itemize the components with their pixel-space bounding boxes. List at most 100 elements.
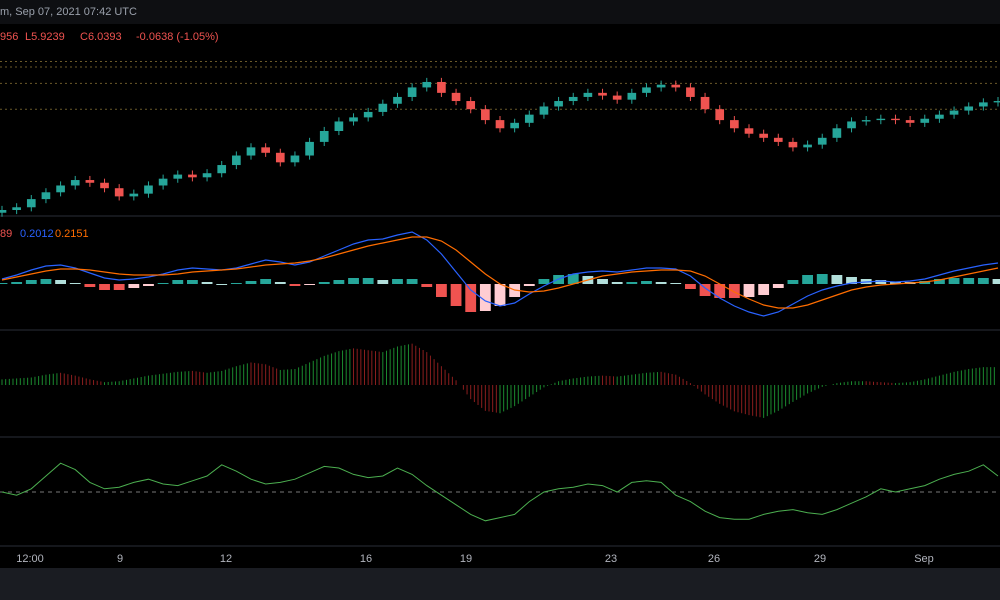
candle-body	[144, 185, 153, 194]
ohlc-close: C6.0393	[80, 31, 122, 43]
candle-body	[232, 155, 241, 166]
candle-body	[876, 118, 886, 121]
candle-body	[612, 95, 622, 100]
macd-histogram-bar	[128, 284, 140, 288]
macd-histogram-bar	[758, 284, 770, 295]
macd-histogram-bar	[260, 279, 272, 284]
macd-histogram-bar	[802, 275, 814, 284]
bottom-toolbar	[0, 568, 1000, 600]
macd-signal-value: 0.2012	[20, 228, 54, 240]
candle-body	[715, 109, 725, 121]
macd-histogram-bar	[25, 280, 37, 284]
chart-header: m, Sep 07, 2021 07:42 UTC	[0, 0, 1000, 24]
macd-histogram-bar	[846, 277, 857, 284]
macd-histogram-bar	[890, 282, 901, 284]
candle-body	[964, 106, 974, 111]
candle-body	[495, 120, 505, 129]
candle-body	[275, 152, 285, 163]
candle-body	[422, 81, 432, 88]
candle-body	[246, 147, 256, 156]
macd-histogram-bar	[948, 278, 960, 284]
macd-histogram-bar	[479, 284, 491, 311]
candle-body	[41, 192, 51, 200]
candle-body	[847, 121, 856, 129]
macd-histogram-bar	[597, 279, 608, 284]
macd-histogram-bar	[348, 278, 359, 284]
macd-histogram-bar	[289, 284, 301, 286]
macd-histogram-bar	[992, 279, 1000, 284]
candle-body	[524, 114, 534, 123]
macd-histogram-bar	[40, 279, 52, 284]
candle-body	[363, 111, 373, 118]
macd-histogram-bar	[230, 283, 242, 284]
candle-body	[510, 122, 519, 129]
candle-body	[627, 92, 637, 100]
candle-body	[12, 207, 21, 210]
macd-histogram-bar	[743, 284, 755, 297]
candle-body	[568, 96, 578, 102]
candle-body	[305, 141, 314, 156]
candle-body	[730, 120, 739, 129]
candle-body	[700, 96, 710, 110]
ohlc-open-fragment: 956	[0, 31, 18, 43]
signal-line	[1, 236, 999, 309]
candle-body	[334, 121, 344, 131]
candle-body	[979, 102, 988, 107]
macd-histogram-bar	[772, 284, 784, 288]
macd-histogram-bar	[655, 282, 667, 284]
candle-body	[319, 131, 329, 142]
candle-body	[173, 174, 183, 179]
macd-histogram-bar	[377, 280, 389, 284]
candle-body	[788, 141, 798, 148]
candle-body	[85, 180, 95, 183]
candle-body	[642, 87, 651, 93]
macd-histogram-bar	[245, 281, 257, 284]
chart-area[interactable]: 956 L5.9239 C6.0393 -0.0638 (-1.05%) 89 …	[0, 24, 1000, 568]
datetime-text: m, Sep 07, 2021 07:42 UTC	[0, 6, 137, 18]
candle-body	[393, 96, 402, 104]
macd-histogram-bar	[99, 284, 110, 290]
macd-histogram-bar	[699, 284, 711, 296]
macd-value-fragment: 89	[0, 228, 12, 240]
candle-body	[935, 114, 944, 119]
macd-histogram-bar	[362, 278, 374, 284]
macd-histogram-bar	[465, 284, 477, 312]
candle-body	[861, 120, 871, 122]
candle-body	[481, 109, 490, 121]
macd-histogram-bar	[523, 284, 535, 286]
macd-histogram-bar	[84, 284, 96, 287]
candle-body	[759, 133, 768, 138]
candle-body	[671, 84, 681, 88]
candle-body	[188, 174, 197, 178]
macd-histogram-bar	[406, 279, 418, 284]
macd-histogram-bar	[816, 274, 828, 284]
macd-histogram-bar	[11, 282, 23, 284]
candle-body	[26, 199, 36, 208]
macd-histogram-bar	[670, 283, 682, 284]
candle-body	[817, 137, 827, 145]
macd-histogram-bar	[611, 282, 623, 284]
macd-histogram-bar	[450, 284, 462, 306]
x-axis-tick-label: 23	[605, 553, 617, 565]
macd-histogram-bar	[494, 284, 506, 306]
macd-histogram-bar	[787, 280, 799, 284]
candle-body	[158, 178, 168, 186]
macd-histogram-bar	[0, 283, 8, 284]
x-axis-tick-label: 12:00	[16, 553, 44, 565]
x-axis-tick-label: 26	[708, 553, 720, 565]
x-axis-tick-label: 29	[814, 553, 826, 565]
candle-body	[891, 118, 900, 121]
candle-body	[70, 180, 80, 186]
candle-body	[539, 106, 549, 115]
candlestick-series	[0, 77, 1000, 217]
macd-histogram-bar	[216, 284, 228, 285]
candle-body	[583, 92, 593, 97]
macd-histogram-bar	[641, 281, 652, 284]
macd-histogram-bar	[933, 279, 945, 284]
macd-histogram-bar	[538, 279, 550, 284]
candle-body	[598, 92, 607, 96]
candle-body	[56, 185, 65, 193]
x-axis-tick-label: 19	[460, 553, 472, 565]
macd-histogram-bar	[274, 282, 286, 284]
candle-body	[803, 144, 812, 148]
